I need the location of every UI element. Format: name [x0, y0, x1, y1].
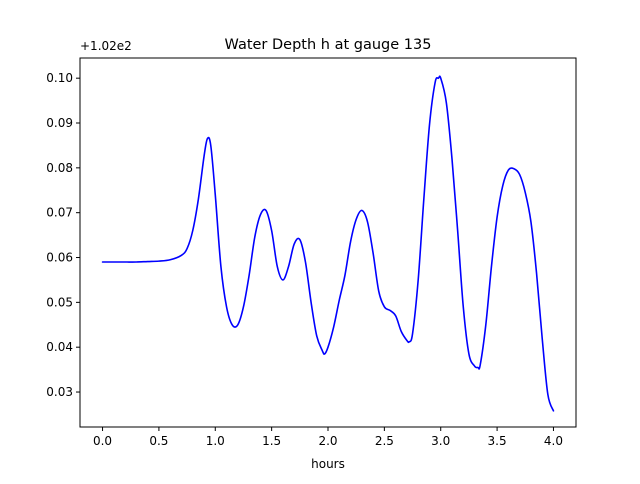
x-tick-label: 0.0: [93, 434, 112, 448]
x-tick-label: 4.0: [544, 434, 563, 448]
x-tick-label: 3.5: [488, 434, 507, 448]
x-tick-label: 3.0: [431, 434, 450, 448]
y-tick-label: 0.04: [46, 340, 73, 354]
x-tick-label: 2.5: [375, 434, 394, 448]
x-axis-ticks: 0.0 0.5 1.0 1.5 2.0 2.5 3.0 3.5 4.0: [93, 427, 563, 448]
y-tick-label: 0.08: [46, 161, 73, 175]
chart-title: Water Depth h at gauge 135: [225, 37, 432, 53]
series-layer: [101, 75, 555, 412]
x-axis-label: hours: [311, 457, 345, 471]
y-tick-label: 0.03: [46, 385, 73, 399]
y-tick-label: 0.06: [46, 251, 73, 265]
y-axis-offset-label: +1.02e2: [80, 39, 132, 53]
x-tick-label: 1.5: [262, 434, 281, 448]
x-tick-label: 0.5: [149, 434, 168, 448]
y-tick-label: 0.05: [46, 295, 73, 309]
y-tick-label: 0.10: [46, 71, 73, 85]
y-axis-ticks: 0.03 0.04 0.05 0.06 0.07 0.08 0.09 0.10: [46, 71, 80, 399]
x-tick-label: 1.0: [206, 434, 225, 448]
series-line: [101, 75, 555, 412]
x-tick-label: 2.0: [318, 434, 337, 448]
y-tick-label: 0.07: [46, 206, 73, 220]
plot-area-frame: [79, 57, 577, 428]
y-tick-label: 0.09: [46, 116, 73, 130]
